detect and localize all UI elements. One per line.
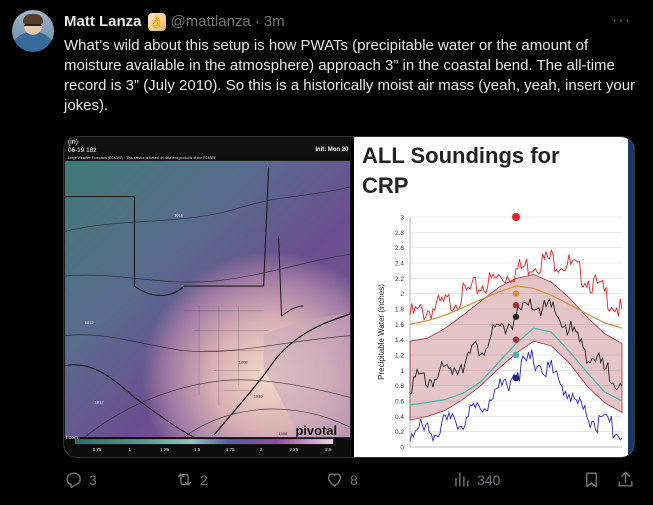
marker-dot [512, 336, 520, 343]
like-count: 8 [350, 471, 358, 488]
map-valid-date: 06-19 18z [68, 147, 97, 154]
marker-dot [512, 290, 520, 297]
view-count: 340 [477, 471, 501, 488]
views-button[interactable]: 340 [452, 470, 500, 489]
ok-hand-emoji-icon: 👌 [147, 13, 166, 31]
pivotal-watermark: pivotal [295, 423, 337, 438]
heart-icon [327, 473, 342, 487]
bookmark-icon [586, 472, 597, 488]
marker-dot [512, 374, 520, 382]
y-tick-label: 2.2 [395, 276, 404, 283]
analytics-icon [455, 472, 469, 487]
repost-count: 2 [200, 471, 208, 488]
like-button[interactable]: 8 [325, 470, 358, 489]
state-border [64, 166, 270, 296]
colorbar-tick: 2.25 [289, 447, 298, 452]
more-options-icon[interactable]: ··· [612, 12, 631, 29]
y-tick-label: 1.8 [395, 307, 404, 314]
texas-coastline [213, 313, 351, 436]
post-header: Matt Lanza 👌 @mattlanza · 3m [64, 12, 285, 32]
y-axis-label: Precipitable Water (inches) [377, 284, 386, 380]
contour-label: 1010 [254, 393, 264, 398]
reply-icon [66, 472, 81, 489]
y-tick-label: 0.2 [395, 429, 404, 436]
colorbar-tick: 2 [260, 447, 263, 452]
series-line [409, 327, 623, 406]
y-tick-label: 0.8 [395, 383, 404, 390]
avatar-hair [23, 14, 43, 24]
author-display-name[interactable]: Matt Lanza [64, 13, 142, 30]
post-media[interactable]: (in) 06-19 18z Init: Mon 20 Large Weathe… [63, 136, 635, 458]
chart-title-line1: ALL Soundings for [362, 143, 560, 168]
contour-label: 1008 [279, 431, 289, 436]
reply-count: 3 [89, 471, 97, 488]
map-init-label: Init: Mon 20 [315, 147, 349, 153]
y-tick-label: 1.2 [395, 353, 404, 360]
y-tick-label: 0 [400, 445, 404, 452]
colorbar-tick: 1 [128, 447, 131, 452]
media-divider [351, 137, 354, 457]
chart-title-line2: CRP [362, 173, 409, 198]
y-tick-label: 1.4 [395, 337, 404, 344]
avatar-glasses [24, 24, 42, 30]
y-tick-label: 1 [400, 368, 404, 375]
soundings-chart: 0 0.2 0.4 0.6 0.8 1 1.2 1.4 1.6 1.8 2 2.2 2.4 2.6 2.8 3… [377, 213, 623, 452]
y-tick-label: 2 [400, 291, 404, 298]
y-tick-label: 0.6 [395, 399, 404, 406]
contour-label: 1008 [239, 360, 249, 365]
reply-button[interactable]: 3 [64, 470, 97, 489]
marker-dot [512, 213, 520, 221]
pressure-contours [64, 186, 351, 438]
colorbar-tick: 1.5 [194, 447, 201, 452]
author-handle[interactable]: @mattlanza [170, 13, 251, 30]
colorbar-tick: 0.75 [93, 447, 102, 452]
contour-label: 1012 [85, 320, 94, 325]
y-tick-label: 1.6 [395, 322, 404, 329]
y-tick-label: 3 [400, 215, 404, 222]
gulf-region [263, 313, 351, 438]
map-header-bar [64, 137, 351, 155]
share-button[interactable] [616, 470, 641, 489]
series-line [409, 285, 623, 329]
action-bar: 3 2 8 340 [64, 470, 639, 494]
contour-label: 1016 [174, 213, 184, 218]
marker-dot [512, 313, 520, 320]
map-colorbar [74, 439, 334, 445]
chart-title: ALL Soundings for CRP [362, 141, 560, 201]
state-border-east [278, 236, 304, 317]
marker-dot [512, 351, 520, 359]
county-lines [184, 305, 269, 406]
y-tick-label: 0.4 [395, 414, 404, 421]
author-avatar[interactable] [12, 10, 54, 52]
chart-panel-edge [628, 137, 634, 457]
repost-icon [177, 473, 192, 486]
y-tick-label: 2.8 [395, 230, 404, 237]
contour-label: 1012 [95, 399, 104, 404]
y-tick-label: 2.6 [395, 245, 404, 252]
map-units-label: (in) [68, 139, 78, 146]
marker-dot [512, 301, 520, 309]
series-line [409, 248, 623, 321]
post-text: What’s wild about this setup is how PWAT… [64, 37, 636, 114]
colorbar-tick: 1.75 [226, 447, 235, 452]
colorbar-ticks: 0.75 1 1.25 1.5 1.75 2 2.25 2.5 [93, 447, 332, 452]
repost-button[interactable]: 2 [175, 470, 208, 489]
pwat-forecast-map[interactable]: (in) 06-19 18z Init: Mon 20 Large Weathe… [64, 137, 351, 457]
colorbar-tick: 1.25 [160, 447, 169, 452]
rio-grande-border [64, 364, 195, 438]
map-site-label: f.com [66, 435, 78, 441]
bookmark-button[interactable] [582, 470, 607, 489]
separator-dot: · [254, 13, 260, 30]
soundings-chart-panel[interactable]: 0 0.2 0.4 0.6 0.8 1 1.2 1.4 1.6 1.8 2 2.2 2.4 2.6 2.8 3… [354, 137, 634, 457]
share-icon [618, 471, 633, 487]
map-source-note: Large Weather Forecasts (ECMWF) · This s… [68, 156, 216, 160]
y-tick-label: 2.4 [395, 261, 404, 268]
post-timestamp[interactable]: 3m [263, 13, 285, 30]
colorbar-tick: 2.5 [325, 447, 332, 452]
